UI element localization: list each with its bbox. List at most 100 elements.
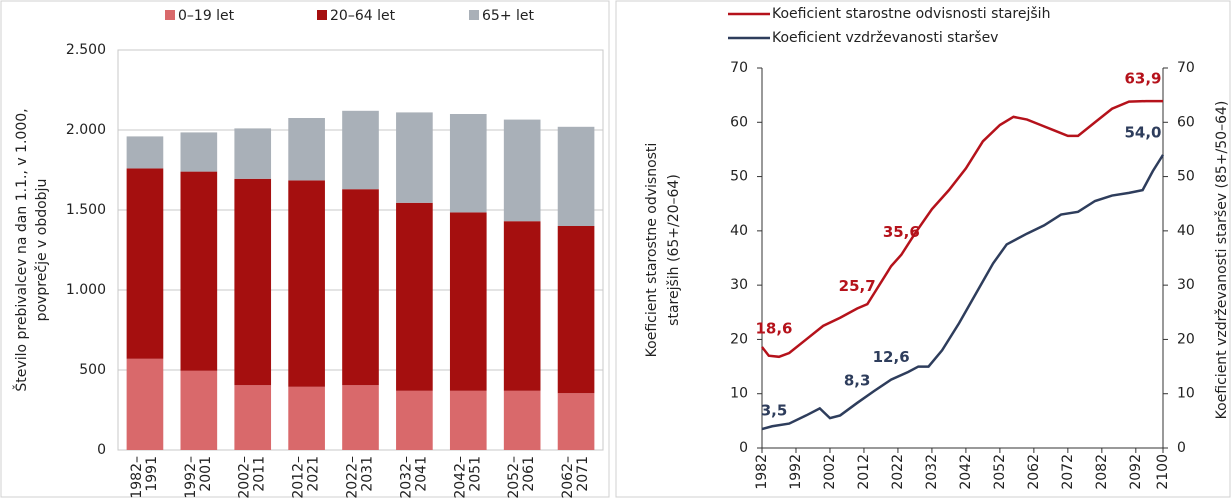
x-tick-label: 2002– xyxy=(237,456,253,498)
y-tick-label: 0 xyxy=(97,442,106,458)
x-tick-label: 2100 xyxy=(1155,454,1171,490)
bar-segment xyxy=(234,385,272,450)
bar-segment xyxy=(126,136,164,169)
x-tick-label: 2062– xyxy=(560,456,576,498)
x-tick-label: 1991 xyxy=(144,456,160,492)
y-tick-label: 2.000 xyxy=(66,122,106,138)
x-tick-label: 2061 xyxy=(521,456,537,492)
legend-swatch xyxy=(165,10,175,20)
y-axis-label: povprečje v obdobju xyxy=(34,179,50,322)
annotation: 12,6 xyxy=(873,348,910,366)
bar-segment xyxy=(234,178,272,386)
x-tick-label: 2012– xyxy=(291,456,307,498)
bar-segment xyxy=(557,226,595,394)
legend-label: 65+ let xyxy=(482,8,534,24)
bar-segment xyxy=(503,221,541,391)
x-tick-label: 2071 xyxy=(575,456,591,492)
annotation: 63,9 xyxy=(1124,70,1161,88)
annotation: 25,7 xyxy=(839,277,876,295)
legend-label: 20–64 let xyxy=(330,8,396,24)
bar-segment xyxy=(342,110,379,190)
y2-tick-label: 30 xyxy=(1177,277,1195,293)
annotation: 54,0 xyxy=(1124,123,1161,141)
bar-segment xyxy=(342,385,379,450)
y-tick-label: 10 xyxy=(730,386,748,402)
y2-tick-label: 70 xyxy=(1177,60,1195,76)
y-tick-label: 40 xyxy=(730,223,748,239)
bar-segment xyxy=(126,358,164,450)
bar-segment xyxy=(234,128,272,179)
annotation: 8,3 xyxy=(844,371,871,389)
bar-segment xyxy=(288,118,325,181)
bar-segment xyxy=(342,189,379,386)
x-tick-label: 2011 xyxy=(252,456,268,492)
x-tick-label: 2022– xyxy=(345,456,361,498)
y-tick-label: 60 xyxy=(730,114,748,130)
x-tick-label: 2041 xyxy=(413,456,429,492)
bar-segment xyxy=(557,126,595,226)
bar-segment xyxy=(449,212,487,391)
y2-tick-label: 0 xyxy=(1177,440,1186,456)
y-axis-label: Število prebivalcev na dan 1.1., v 1.000… xyxy=(12,108,30,391)
x-tick-label: 2052 xyxy=(992,454,1008,490)
line-series xyxy=(761,99,1163,359)
y-tick-label: 500 xyxy=(79,362,106,378)
x-tick-label: 2001 xyxy=(198,456,214,492)
x-tick-label: 2032 xyxy=(924,454,940,490)
x-tick-label: 1982 xyxy=(754,454,770,490)
y2-tick-label: 10 xyxy=(1177,386,1195,402)
y2-axis-label: Koeficient vzdrževanosti staršev (85+/50… xyxy=(1214,101,1230,420)
bar-segment xyxy=(557,393,595,450)
y2-tick-label: 60 xyxy=(1177,114,1195,130)
bar-segment xyxy=(449,390,487,450)
bar-segment xyxy=(180,370,218,450)
annotation: 18,6 xyxy=(755,320,792,338)
y-tick-label: 30 xyxy=(730,277,748,293)
x-tick-label: 2051 xyxy=(467,456,483,492)
x-tick-label: 1992– xyxy=(183,456,199,498)
legend-label: Koeficient vzdrževanosti staršev xyxy=(772,30,998,46)
y-tick-label: 50 xyxy=(730,169,748,185)
annotation: 35,6 xyxy=(883,223,920,241)
bar-segment xyxy=(180,132,218,172)
y-tick-label: 0 xyxy=(739,440,748,456)
x-tick-label: 2012 xyxy=(856,454,872,490)
x-tick-label: 2092 xyxy=(1128,454,1144,490)
bar-segment xyxy=(396,202,433,391)
y2-tick-label: 20 xyxy=(1177,331,1195,347)
bar-segment xyxy=(396,112,433,203)
right-panel xyxy=(615,0,1231,498)
x-tick-label: 2042– xyxy=(452,456,468,498)
bar-segment xyxy=(126,168,164,359)
y-tick-label: 1.000 xyxy=(66,282,106,298)
y-axis-label: starejših (65+/20–64) xyxy=(666,174,682,326)
x-tick-label: 2082 xyxy=(1094,454,1110,490)
bar-segment xyxy=(288,386,325,450)
line-series xyxy=(761,154,1165,431)
legend-swatch xyxy=(469,10,479,20)
y2-tick-label: 40 xyxy=(1177,223,1195,239)
x-tick-label: 2031 xyxy=(360,456,376,492)
bar-segment xyxy=(503,119,541,222)
y-tick-label: 2.500 xyxy=(66,42,106,58)
x-tick-label: 2032– xyxy=(398,456,414,498)
x-tick-label: 2022 xyxy=(890,454,906,490)
bar-segment xyxy=(288,180,325,387)
x-tick-label: 2042 xyxy=(958,454,974,490)
x-tick-label: 1982– xyxy=(129,456,145,498)
y-axis-label: Koeficient starostne odvisnosti xyxy=(644,143,660,358)
x-tick-label: 1992 xyxy=(788,454,804,490)
x-tick-label: 2021 xyxy=(306,456,322,492)
x-tick-label: 2062 xyxy=(1026,454,1042,490)
x-tick-label: 2002 xyxy=(822,454,838,490)
x-tick-label: 2052– xyxy=(506,456,522,498)
legend-label: Koeficient starostne odvisnosti starejši… xyxy=(772,6,1050,22)
left-panel xyxy=(0,0,610,498)
bar-segment xyxy=(396,390,433,450)
bar-segment xyxy=(503,390,541,450)
y-tick-label: 70 xyxy=(730,60,748,76)
legend-label: 0–19 let xyxy=(178,8,235,24)
y2-tick-label: 50 xyxy=(1177,169,1195,185)
y-tick-label: 1.500 xyxy=(66,202,106,218)
